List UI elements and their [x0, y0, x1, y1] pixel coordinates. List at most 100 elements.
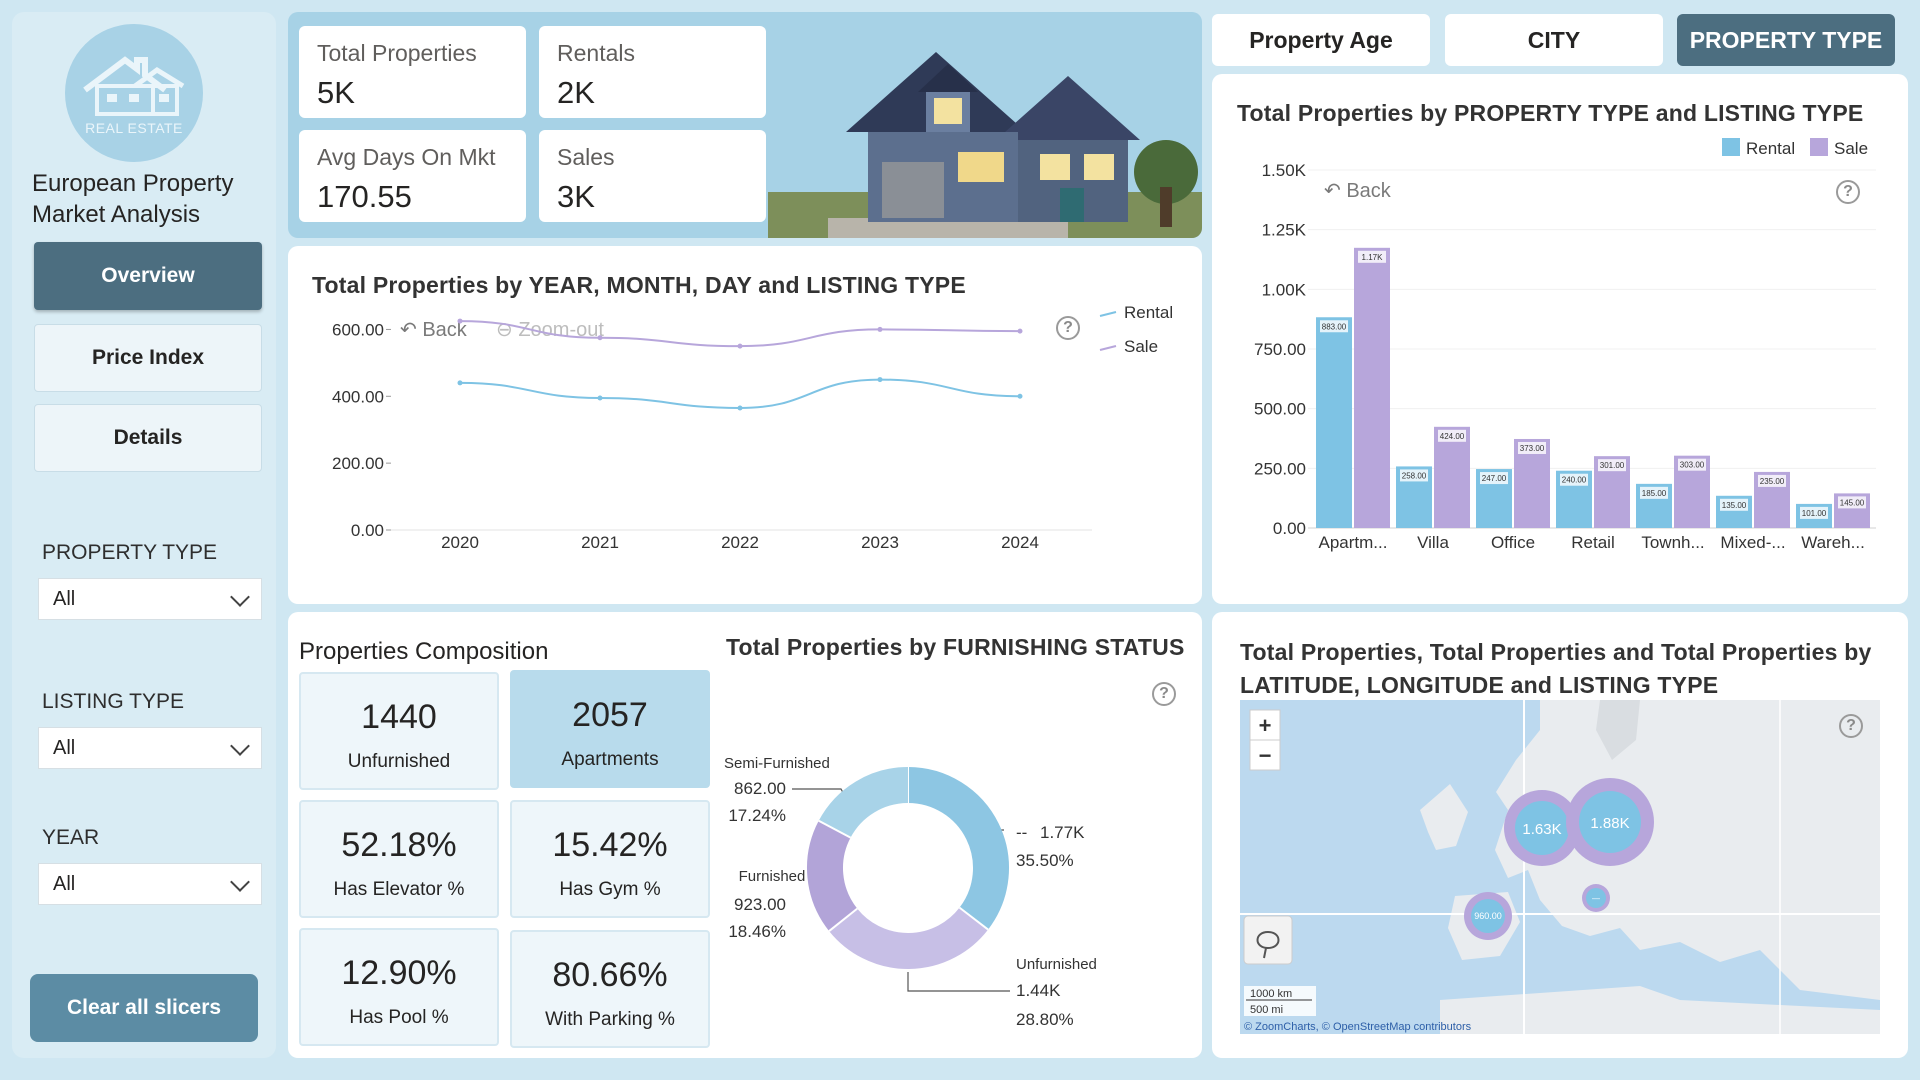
y-tick-label: 1.00K — [1262, 280, 1307, 299]
property-type-slicer-label: PROPERTY TYPE — [42, 541, 218, 564]
bar-sale — [1434, 426, 1470, 528]
legend-swatch — [1810, 138, 1828, 156]
lasso-button[interactable] — [1243, 915, 1293, 965]
kpi-avg-days: Avg Days On Mkt 170.55 — [299, 130, 526, 222]
data-point-rental — [737, 405, 743, 411]
y-tick-label: 0.00 — [1273, 519, 1306, 538]
nav-details-button[interactable]: Details — [34, 404, 262, 472]
tile-value: 80.66% — [552, 956, 668, 994]
x-tick-label: 2024 — [1001, 533, 1039, 552]
bar-label-bg — [1640, 486, 1668, 499]
line-help-icon[interactable]: ? — [1056, 316, 1080, 340]
kpi-value: 5K — [317, 75, 355, 110]
bar-label-bg — [1678, 458, 1706, 471]
bar-back-button[interactable]: ↶ Back — [1324, 178, 1391, 203]
tile-value: 1440 — [361, 698, 437, 736]
tab-city[interactable]: CITY — [1445, 14, 1663, 66]
y-tick-label: 250.00 — [1254, 459, 1306, 478]
kpi-label: Rentals — [557, 40, 635, 66]
line-chart-panel: Total Properties by YEAR, MONTH, DAY and… — [288, 246, 1202, 604]
kpi-value: 3K — [557, 179, 595, 214]
map-bubble-label: 960.00 — [1474, 911, 1502, 921]
map-bubble-core[interactable] — [1515, 801, 1569, 855]
tile-value: 15.42% — [552, 826, 668, 864]
bar-data-label: 303.00 — [1680, 461, 1705, 470]
chevron-down-icon — [230, 587, 250, 607]
bar-rental — [1316, 317, 1352, 528]
donut-label-semi-pct: 17.24% — [728, 806, 786, 825]
lasso-icon — [1256, 930, 1280, 959]
bar-chart-panel: Total Properties by PROPERTY TYPE and LI… — [1212, 74, 1908, 604]
donut-slice-divider — [828, 907, 858, 932]
donut-title: Total Properties by FURNISHING STATUS — [726, 634, 1185, 660]
map-bubble-label: 1.63K — [1522, 821, 1561, 838]
kpi-area: Total Properties 5K Rentals 2K Avg Days … — [288, 12, 1202, 238]
bar-label-bg — [1320, 320, 1348, 333]
kpi-label: Avg Days On Mkt — [317, 144, 496, 170]
x-tick-label: Townh... — [1641, 533, 1704, 552]
map-bubble-core[interactable] — [1579, 791, 1641, 853]
listing-type-dropdown[interactable]: All — [38, 727, 262, 769]
zoom-out-map-button[interactable]: − — [1259, 743, 1272, 768]
year-dropdown[interactable]: All — [38, 863, 262, 905]
y-tick-label: 400.00 — [332, 387, 384, 406]
nav-price-index-button[interactable]: Price Index — [34, 324, 262, 392]
donut-label-semi-name: Semi-Furnished — [724, 755, 830, 772]
back-arrow-icon: ↶ — [1324, 180, 1341, 202]
donut-label-furn-pct: 18.46% — [728, 922, 786, 941]
bar-label-bg — [1560, 473, 1588, 486]
mainland-europe-shape — [1495, 700, 1880, 1000]
bar-label-bg — [1358, 250, 1386, 263]
donut-help-icon[interactable]: ? — [1152, 682, 1176, 706]
zoom-in-button[interactable]: + — [1259, 713, 1272, 738]
data-point-sale — [1017, 328, 1023, 334]
y-tick-label: 500.00 — [1254, 400, 1306, 419]
tile-value: 2057 — [572, 696, 648, 734]
kpi-total-properties: Total Properties 5K — [299, 26, 526, 118]
chevron-down-icon — [230, 736, 250, 756]
x-tick-label: 2021 — [581, 533, 619, 552]
kpi-label: Total Properties — [317, 40, 477, 66]
line-back-button[interactable]: ↶ Back — [400, 317, 467, 342]
tile-label: With Parking % — [545, 1009, 675, 1030]
tile-label: Has Pool % — [349, 1007, 449, 1028]
back-arrow-icon: ↶ — [400, 319, 417, 341]
data-point-sale — [597, 335, 603, 341]
bar-data-label: 258.00 — [1402, 471, 1427, 480]
donut-slice — [818, 767, 909, 839]
tab-property-age[interactable]: Property Age — [1212, 14, 1430, 66]
nav-overview-button[interactable]: Overview — [34, 242, 262, 310]
bar-help-icon[interactable]: ? — [1836, 180, 1860, 204]
x-tick-label: Villa — [1417, 533, 1449, 552]
series-line-sale — [459, 320, 1021, 348]
series-line-rental — [459, 378, 1021, 409]
bar-data-label: 1.17K — [1362, 253, 1384, 262]
tile-value: 12.90% — [341, 954, 457, 992]
kpi-value: 170.55 — [317, 179, 412, 214]
listing-type-slicer-label: LISTING TYPE — [42, 690, 184, 713]
donut-label-furn-name: Furnished — [739, 868, 806, 885]
bar-data-label: 145.00 — [1840, 498, 1865, 507]
tile-unfurnished: 1440 Unfurnished — [299, 672, 499, 790]
map-panel: Total Properties, Total Properties and T… — [1212, 612, 1908, 1058]
bar-data-label: 883.00 — [1322, 322, 1347, 331]
legend-swatch — [1099, 345, 1117, 351]
europe-map[interactable]: 1.63K 1.88K 960.00 — + − 1000 km 500 mi … — [1240, 700, 1880, 1034]
clear-all-slicers-button[interactable]: Clear all slicers — [30, 974, 258, 1042]
donut-label-furn-val: 923.00 — [734, 895, 786, 914]
donut-label-unf-pct: 28.80% — [1016, 1010, 1074, 1029]
tab-property-type[interactable]: PROPERTY TYPE — [1677, 14, 1895, 66]
x-tick-label: 2023 — [861, 533, 899, 552]
property-type-value: All — [53, 587, 76, 610]
property-type-dropdown[interactable]: All — [38, 578, 262, 620]
bar-label-bg — [1758, 474, 1786, 487]
y-tick-label: 200.00 — [332, 454, 384, 473]
map-help-icon[interactable]: ? — [1839, 714, 1863, 738]
legend-swatch — [1722, 138, 1740, 156]
donut-label-dash-name: -- — [1016, 823, 1027, 842]
map-bubble-core[interactable] — [1586, 888, 1606, 908]
donut-chart: Semi-Furnished 862.00 17.24% Furnished 9… — [724, 755, 1097, 1029]
map-bubble-core[interactable] — [1471, 899, 1505, 933]
x-tick-label: 2022 — [721, 533, 759, 552]
kpi-rentals: Rentals 2K — [539, 26, 766, 118]
